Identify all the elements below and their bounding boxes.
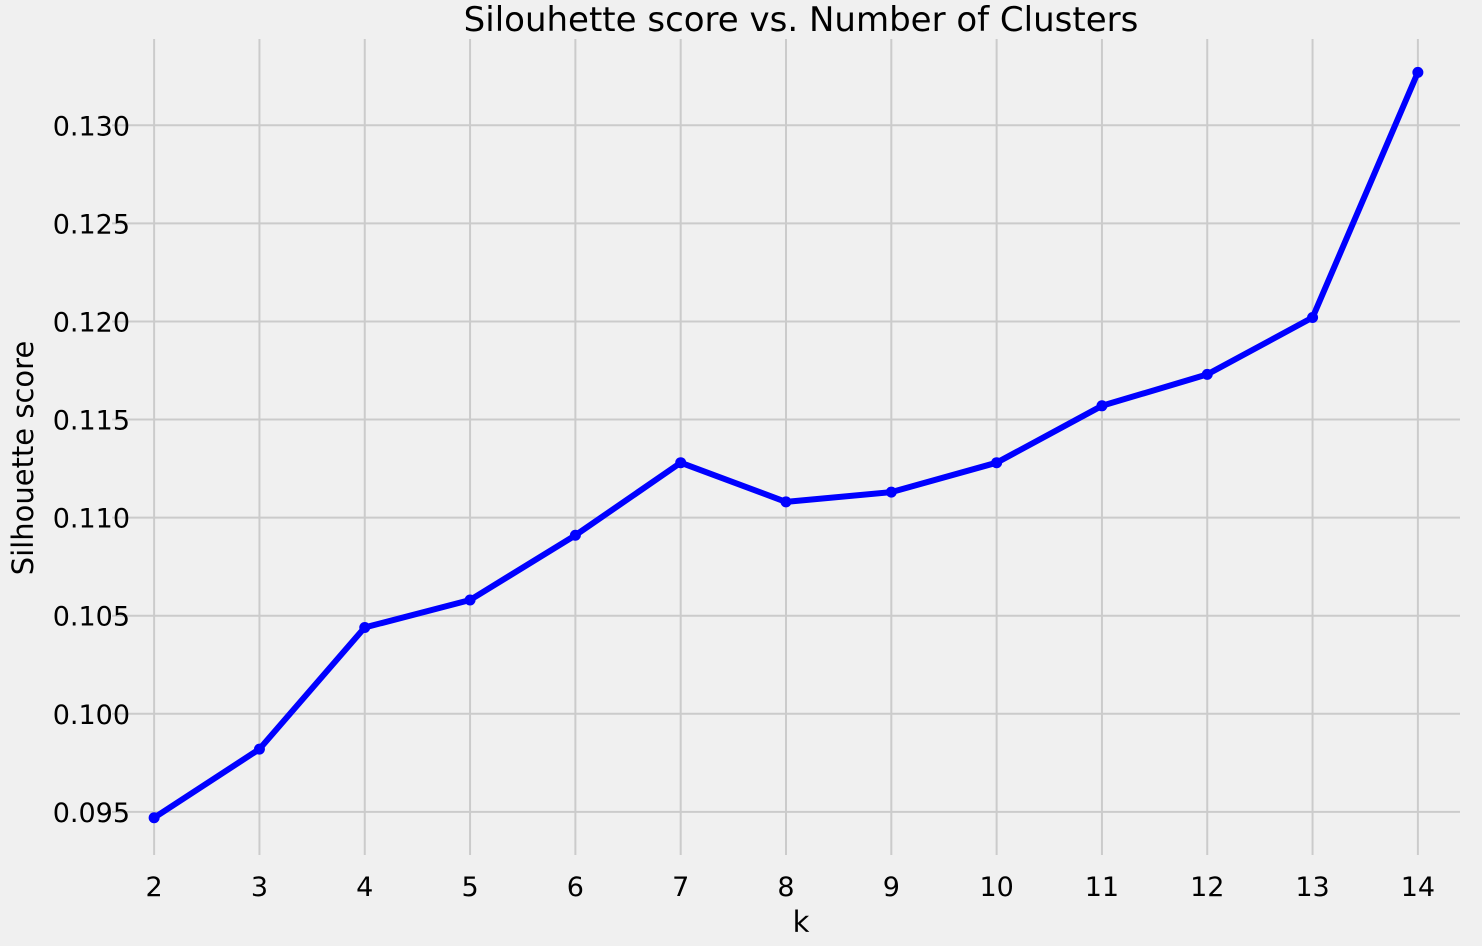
x-tick-label-5: 5 (461, 872, 478, 903)
data-point-10 (991, 457, 1003, 469)
x-tick-label-14: 14 (1401, 872, 1435, 903)
y-tick-label-0.105: 0.105 (53, 602, 130, 633)
x-axis-label: k (793, 905, 810, 939)
x-tick-label-3: 3 (251, 872, 268, 903)
data-point-12 (1201, 368, 1213, 380)
x-tick-label-8: 8 (777, 872, 794, 903)
x-tick-label-10: 10 (979, 872, 1013, 903)
data-point-3 (253, 743, 265, 755)
data-point-14 (1412, 66, 1424, 78)
tick-labels: 2 3 4 5 6 7 8 9 10 11 12 13 14 0.095 0.100 0.105 0.110 0.… (53, 111, 1435, 903)
y-tick-label-0.110: 0.110 (53, 504, 130, 535)
y-axis-label: Silhouette score (6, 341, 40, 576)
grid-lines (112, 39, 1460, 855)
x-tick-label-12: 12 (1190, 872, 1224, 903)
data-point-9 (885, 486, 897, 498)
y-tick-label-0.100: 0.100 (53, 700, 130, 731)
x-tick-label-7: 7 (672, 872, 689, 903)
data-point-4 (359, 621, 371, 633)
data-point-7 (675, 457, 687, 469)
data-point-13 (1307, 312, 1319, 324)
y-tick-label-0.125: 0.125 (53, 209, 130, 240)
data-series (148, 66, 1424, 824)
x-tick-label-6: 6 (567, 872, 584, 903)
data-point-2 (148, 812, 160, 824)
x-tick-label-9: 9 (883, 872, 900, 903)
y-tick-label-0.130: 0.130 (53, 111, 130, 142)
data-point-8 (780, 496, 792, 508)
y-tick-label-0.095: 0.095 (53, 798, 130, 829)
data-point-5 (464, 594, 476, 606)
x-tick-label-11: 11 (1085, 872, 1119, 903)
x-tick-label-2: 2 (146, 872, 163, 903)
y-tick-label-0.115: 0.115 (53, 406, 130, 437)
data-point-6 (569, 529, 581, 541)
x-tick-label-13: 13 (1295, 872, 1329, 903)
y-tick-label-0.120: 0.120 (53, 307, 130, 338)
x-tick-label-4: 4 (356, 872, 373, 903)
data-point-11 (1096, 400, 1108, 412)
chart-title: Silouhette score vs. Number of Clusters (464, 0, 1139, 40)
